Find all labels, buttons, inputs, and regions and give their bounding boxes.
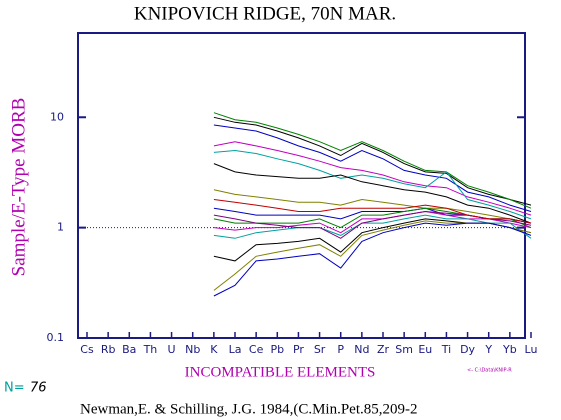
x-tick-label: Lu bbox=[525, 343, 538, 356]
x-tick-label: La bbox=[229, 343, 242, 356]
x-tick-label: Eu bbox=[418, 343, 432, 356]
series-line bbox=[213, 149, 532, 220]
series-line bbox=[213, 199, 532, 224]
series-line bbox=[213, 141, 532, 216]
citation: Newman,E. & Schilling, J.G. 1984,(C.Min.… bbox=[80, 401, 418, 417]
x-tick-label: K bbox=[210, 343, 218, 356]
series-line bbox=[213, 218, 532, 262]
x-tick-label: Ce bbox=[249, 343, 264, 356]
series-line bbox=[213, 220, 532, 291]
x-tick-label: Y bbox=[484, 343, 492, 356]
series-line bbox=[213, 163, 532, 224]
series-line bbox=[213, 222, 532, 297]
x-tick-label: U bbox=[168, 343, 176, 356]
series-line bbox=[213, 189, 532, 224]
y-tick-label: 10 bbox=[50, 110, 64, 123]
y-tick-label: 0.1 bbox=[47, 331, 65, 344]
count: 76 bbox=[30, 381, 47, 396]
x-tick-label: Sm bbox=[395, 343, 413, 356]
x-tick-label: Pr bbox=[293, 343, 304, 356]
series-line bbox=[213, 112, 532, 209]
x-tick-label: Sr bbox=[314, 343, 326, 356]
y-tick-label: 1 bbox=[57, 221, 64, 234]
x-tick-label: P bbox=[337, 343, 344, 356]
x-tick-label: Rb bbox=[101, 343, 116, 356]
x-tick-label: Cs bbox=[80, 343, 94, 356]
file-note: <- C:\Data\KNIP-R bbox=[467, 368, 512, 374]
x-tick-label: Ti bbox=[441, 343, 451, 356]
chart-title: KNIPOVICH RIDGE, 70N MAR. bbox=[134, 3, 396, 24]
x-tick-label: Th bbox=[143, 343, 158, 356]
y-axis-label: Sample/E-Type MORB bbox=[8, 98, 29, 277]
plot-frame bbox=[77, 32, 526, 339]
series-line bbox=[213, 210, 532, 234]
x-tick-label: Pb bbox=[270, 343, 284, 356]
x-tick-label: Yb bbox=[502, 343, 517, 356]
x-tick-label: Zr bbox=[377, 343, 390, 356]
x-tick-label: Dy bbox=[460, 343, 475, 356]
x-axis-label: INCOMPATIBLE ELEMENTS bbox=[185, 364, 376, 380]
count-label: N= bbox=[4, 381, 25, 396]
x-tick-label: Nd bbox=[354, 343, 369, 356]
series-line bbox=[213, 124, 532, 212]
x-tick-label: Ba bbox=[122, 343, 136, 356]
series-line bbox=[213, 116, 532, 206]
series-line bbox=[213, 214, 532, 239]
x-tick-label: Nb bbox=[185, 343, 200, 356]
